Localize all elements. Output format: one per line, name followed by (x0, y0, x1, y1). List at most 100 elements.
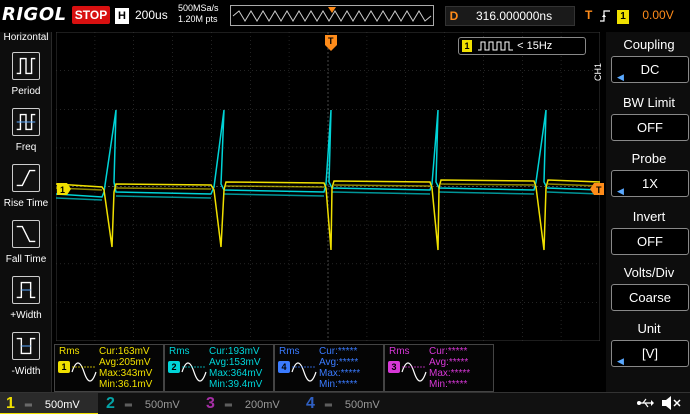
measure-freq-button[interactable]: Freq (2, 106, 50, 160)
probe-menu-item[interactable]: Probe ◀ 1X (608, 148, 690, 202)
memory-overview-strip[interactable] (230, 5, 434, 26)
channel-2-scale[interactable]: 2 ═ 500mV (100, 393, 198, 414)
fall-time-label: Fall Time (5, 254, 47, 265)
delay-value: 316.000000ns (476, 9, 553, 23)
rise-time-label: Rise Time (3, 198, 49, 209)
positive-width-icon (12, 276, 40, 304)
rms-wave-icon (401, 362, 427, 382)
bw-limit-value[interactable]: OFF (611, 114, 689, 141)
measure-rise-time-button[interactable]: Rise Time (2, 162, 50, 216)
measurement-panel[interactable]: Rms 1 Cur:163mV Avg:205mV Max:343mV Min:… (54, 344, 164, 392)
channel-settings-menu: Coupling ◀ DC BW Limit OFF Probe ◀ 1X Inve… (606, 32, 690, 392)
measure-period-button[interactable]: Period (2, 50, 50, 104)
rising-edge-icon (599, 10, 610, 22)
square-wave-icon (478, 41, 514, 51)
trigger-key: T (585, 8, 593, 22)
measurement-cur: Cur:193mV (209, 346, 260, 357)
measurement-cur: Cur:***** (429, 346, 468, 357)
frequency-counter[interactable]: 1 < 15Hz (458, 37, 586, 55)
channel-scale-value: 200mV (244, 399, 280, 411)
fall-time-icon (12, 220, 40, 248)
measurement-panel[interactable]: Rms 4 Cur:***** Avg:***** Max:***** Min:… (274, 344, 384, 392)
measurement-avg: Avg:205mV (99, 357, 151, 368)
graticule (56, 32, 600, 341)
measurement-max: Max:364mV (209, 368, 263, 379)
sample-rate: 500MSa/s (178, 3, 219, 13)
speaker-muted-icon[interactable] (660, 394, 682, 412)
channel-3-scale[interactable]: 3 ═ 200mV (200, 393, 298, 414)
channel-number: 1 (6, 395, 15, 412)
rise-time-icon (12, 164, 40, 192)
trigger-right-label: T (596, 185, 602, 195)
unit-menu-item[interactable]: Unit ◀ [V] (608, 318, 690, 372)
ch1-marker-label: 1 (60, 185, 65, 195)
probe-value[interactable]: ◀ 1X (611, 170, 689, 197)
channel-scale-bar: 1 ═ 500mV 2 ═ 500mV 3 ═ 200mV 4 ═ 500mV (0, 392, 690, 414)
unit-title: Unit (637, 321, 661, 336)
measurement-avg: Avg:153mV (209, 357, 261, 368)
channel-number: 2 (106, 395, 115, 412)
measure-positive-width-button[interactable]: +Width (2, 274, 50, 328)
measurement-cur: Cur:***** (319, 346, 358, 357)
frequency-icon (12, 108, 40, 136)
measurement-title: Rms (169, 346, 190, 357)
coupling-dc-icon: ═ (224, 400, 232, 411)
measurement-panel[interactable]: Rms 3 Cur:***** Avg:***** Max:***** Min:… (384, 344, 494, 392)
rms-wave-icon (181, 362, 207, 382)
measurement-min: Min:36.1mV (99, 379, 153, 390)
coupling-dc-icon: ═ (24, 400, 32, 411)
timebase-value: 200us (135, 8, 168, 22)
channel-1-scale[interactable]: 1 ═ 500mV (0, 393, 98, 414)
coupling-title: Coupling (623, 37, 675, 52)
trigger-top-label: T (328, 36, 334, 46)
left-menu-title: Horizontal (3, 32, 49, 43)
freq-channel-badge: 1 (462, 40, 472, 53)
measurement-min: Min:39.4mV (209, 379, 263, 390)
channel-number: 3 (206, 395, 215, 412)
positive-width-label: +Width (10, 310, 42, 321)
left-arrow-icon: ◀ (617, 356, 624, 366)
measurement-min: Min:***** (319, 379, 358, 390)
invert-menu-item[interactable]: Invert OFF (608, 206, 690, 260)
measure-fall-time-button[interactable]: Fall Time (2, 218, 50, 272)
measurement-channel-badge: 2 (168, 361, 180, 373)
ch1-ground-marker[interactable]: 1 (57, 183, 71, 195)
run-stop-status[interactable]: STOP (72, 6, 110, 24)
volts-div-value[interactable]: Coarse (611, 284, 689, 311)
measurement-panel[interactable]: Rms 2 Cur:193mV Avg:153mV Max:364mV Min:… (164, 344, 274, 392)
measurement-max: Max:***** (319, 368, 361, 379)
memory-wave-icon (232, 7, 432, 22)
coupling-dc-icon: ═ (124, 400, 132, 411)
freq-label: Freq (15, 142, 37, 153)
measurement-title: Rms (389, 346, 410, 357)
timebase-display[interactable]: H 200us (115, 6, 175, 24)
waveform-display[interactable] (56, 32, 600, 341)
coupling-menu-item[interactable]: Coupling ◀ DC (608, 34, 690, 88)
left-arrow-icon: ◀ (617, 186, 624, 196)
channel-4-scale[interactable]: 4 ═ 500mV (300, 393, 398, 414)
trigger-position-marker[interactable]: T (325, 35, 337, 51)
measurement-min: Min:***** (429, 379, 468, 390)
ch1-trace (56, 179, 600, 251)
delay-display[interactable]: D 316.000000ns (445, 6, 575, 26)
unit-value[interactable]: ◀ [V] (611, 340, 689, 367)
measurement-channel-badge: 1 (58, 361, 70, 373)
bw-limit-menu-item[interactable]: BW Limit OFF (608, 92, 690, 146)
trigger-display[interactable]: T 1 0.00V (585, 6, 690, 26)
measure-negative-width-button[interactable]: -Width (2, 330, 50, 384)
usb-icon (637, 398, 654, 408)
rigol-logo: RIGOL (2, 4, 67, 25)
coupling-dc-icon: ═ (324, 400, 332, 411)
volts-div-menu-item[interactable]: Volts/Div Coarse (608, 262, 690, 316)
freq-value: < 15Hz (517, 40, 553, 52)
channel-scale-value: 500mV (44, 399, 80, 411)
coupling-value[interactable]: ◀ DC (611, 56, 689, 83)
probe-title: Probe (631, 151, 667, 166)
measurement-avg: Avg:***** (429, 357, 469, 368)
invert-value[interactable]: OFF (611, 228, 689, 255)
horizontal-measure-menu: Horizontal Period Freq Rise Time Fall Ti… (0, 32, 52, 392)
trigger-level-marker[interactable]: T (590, 183, 604, 195)
measurement-max: Max:***** (429, 368, 471, 379)
period-label: Period (11, 86, 41, 97)
timebase-key: H (115, 8, 129, 24)
